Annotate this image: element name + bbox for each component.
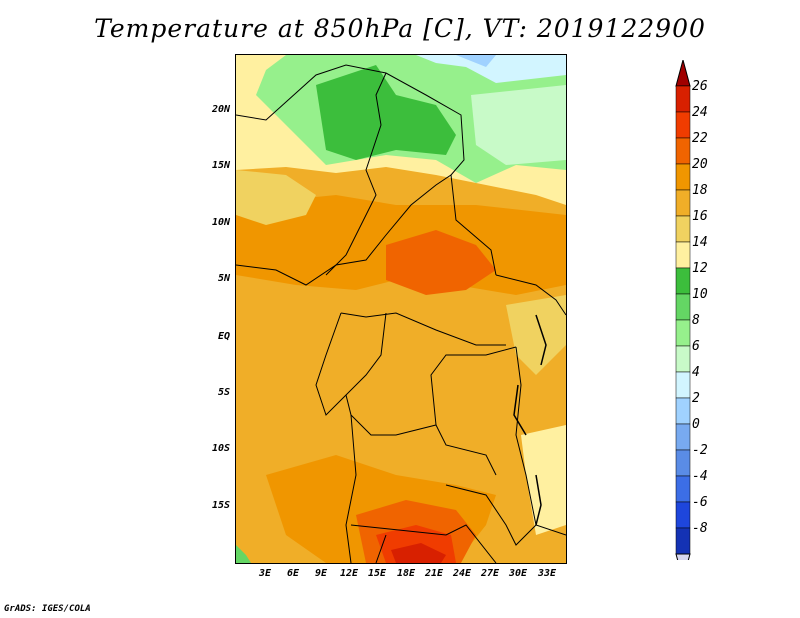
colorbar-swatch <box>675 137 691 165</box>
field-4-6 <box>456 55 496 67</box>
colorbar-swatch <box>675 423 691 451</box>
colorbar-swatch <box>675 449 691 477</box>
colorbar-label: 6 <box>692 339 700 354</box>
colorbar-label: 2 <box>692 391 700 406</box>
colorbar-label: 20 <box>692 157 708 172</box>
field-south-26 <box>391 543 446 563</box>
plot-title: Temperature at 850hPa [C], VT: 201912290… <box>94 14 706 43</box>
colorbar-swatch <box>675 345 691 373</box>
colorbar-label: 24 <box>692 105 708 120</box>
colorbar-label: 26 <box>692 79 708 94</box>
colorbar-label: -8 <box>692 521 708 536</box>
lon-tick: 21E <box>424 568 444 579</box>
colorbar-label: 4 <box>692 365 700 380</box>
colorbar-swatch <box>675 111 691 139</box>
colorbar-label: 16 <box>692 209 708 224</box>
colorbar-label: 10 <box>692 287 708 302</box>
colorbar-label: 18 <box>692 183 708 198</box>
field-sw-green <box>236 545 251 563</box>
colorbar-swatch <box>675 241 691 269</box>
lakes <box>513 314 547 526</box>
country-borders <box>236 64 566 563</box>
colorbar-swatch <box>675 267 691 295</box>
lon-tick: 18E <box>396 568 416 579</box>
lat-tick: 5S <box>217 387 230 398</box>
colorbar <box>675 60 691 560</box>
colorbar-swatch <box>675 163 691 191</box>
lon-tick: 12E <box>339 568 359 579</box>
colorbar-bottom-arrow <box>675 553 691 560</box>
field-east-18 <box>506 295 566 375</box>
lon-tick: 3E <box>258 568 272 579</box>
colorbar-swatch <box>675 475 691 503</box>
colorbar-top-arrow <box>675 60 691 87</box>
field-22-24 <box>386 230 496 295</box>
colorbar-label: 0 <box>692 417 700 432</box>
field-12-14 <box>316 65 456 160</box>
lat-tick: 10N <box>211 217 230 228</box>
field-18-20 <box>236 170 316 225</box>
colorbar-swatch <box>675 215 691 243</box>
lon-tick: 24E <box>452 568 472 579</box>
colorbar-swatch <box>675 527 691 555</box>
colorbar-label: 22 <box>692 131 708 146</box>
colorbar-swatch <box>675 293 691 321</box>
lon-tick: 27E <box>480 568 500 579</box>
colorbar-swatch <box>675 85 691 113</box>
grads-credit: GrADS: IGES/COLA <box>4 604 91 614</box>
lat-tick: 15N <box>211 160 230 171</box>
lat-tick: 10S <box>211 443 230 454</box>
colorbar-label: -4 <box>692 469 708 484</box>
colorbar-swatch <box>675 397 691 425</box>
colorbar-swatch <box>675 319 691 347</box>
lat-tick: 5N <box>217 273 230 284</box>
colorbar-swatch <box>675 189 691 217</box>
lon-tick: 15E <box>367 568 387 579</box>
colorbar-swatch <box>675 501 691 529</box>
lat-tick: 15S <box>211 500 230 511</box>
field-8-10 <box>471 85 566 165</box>
colorbar-label: 12 <box>692 261 708 276</box>
colorbar-label: -6 <box>692 495 708 510</box>
lon-tick: 6E <box>286 568 300 579</box>
field-6-8 <box>416 55 566 83</box>
colorbar-label: -2 <box>692 443 708 458</box>
lon-tick: 33E <box>537 568 557 579</box>
temperature-map <box>235 54 567 564</box>
lat-tick: 20N <box>211 104 230 115</box>
lat-tick: EQ <box>217 331 230 342</box>
lon-tick: 9E <box>314 568 328 579</box>
colorbar-swatch <box>675 371 691 399</box>
colorbar-label: 14 <box>692 235 708 250</box>
map-field <box>236 55 566 563</box>
colorbar-label: 8 <box>692 313 700 328</box>
lon-tick: 30E <box>508 568 528 579</box>
